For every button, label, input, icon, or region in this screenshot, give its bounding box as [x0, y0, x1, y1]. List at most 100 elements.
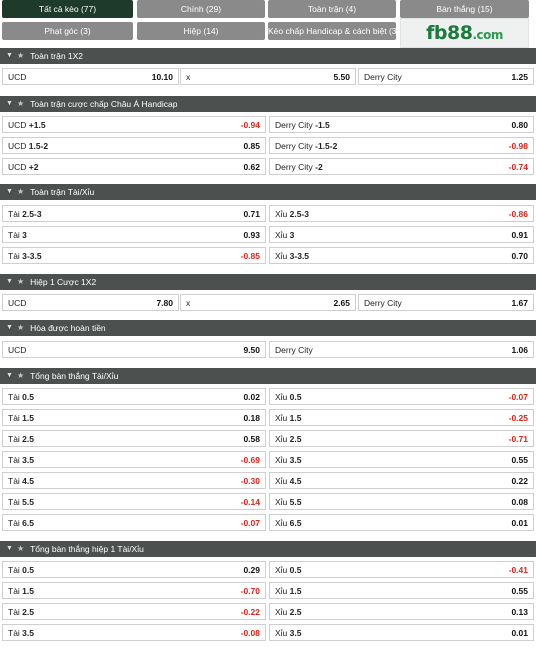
odds-cell[interactable]: Xỉu 3.5 0.55 — [269, 451, 534, 468]
odds-cell[interactable]: Xỉu 0.5 -0.41 — [269, 561, 534, 578]
odds-cell[interactable]: UCD +1.5 -0.94 — [2, 116, 266, 133]
odds-cell[interactable]: Tài 3.5 -0.69 — [2, 451, 266, 468]
odds-cell[interactable]: Xỉu 5.5 0.08 — [269, 493, 534, 510]
handicap-line: 3.5 — [287, 627, 302, 638]
odds-cell[interactable]: Tài 0.5 0.29 — [2, 561, 266, 578]
selection-label: Xỉu 3.5 — [275, 454, 302, 465]
star-icon[interactable]: ★ — [16, 51, 25, 60]
odds-value: 0.22 — [511, 475, 528, 486]
selection-label: Derry City -1.5 — [275, 119, 330, 130]
odds-cell[interactable]: Derry City -1.5 0.80 — [269, 116, 534, 133]
odds-value: -0.14 — [240, 496, 260, 507]
odds-cell[interactable]: Tài 6.5 -0.07 — [2, 514, 266, 531]
section-header[interactable]: ▼ ★ Tổng bàn thắng hiệp 1 Tài/Xỉu — [0, 541, 536, 557]
odds-row: Tài 4.5 -0.30 Xỉu 4.5 0.22 — [0, 472, 536, 489]
odds-cell[interactable]: Tài 1.5 -0.70 — [2, 582, 266, 599]
odds-cell[interactable]: x 5.50 — [180, 68, 356, 85]
odds-cell[interactable]: Tài 2.5-3 0.71 — [2, 205, 266, 222]
odds-cell[interactable]: Tài 2.5 0.58 — [2, 430, 266, 447]
selection-label: x — [186, 71, 191, 82]
selection-label: UCD — [8, 71, 27, 82]
section-header[interactable]: ▼ ★ Tổng bàn thắng Tài/Xỉu — [0, 368, 536, 384]
star-icon[interactable]: ★ — [16, 187, 25, 196]
star-icon[interactable]: ★ — [16, 99, 25, 108]
handicap-line: -1.5 — [312, 119, 330, 130]
odds-cell[interactable]: Tài 4.5 -0.30 — [2, 472, 266, 489]
odds-cell[interactable]: UCD +2 0.62 — [2, 158, 266, 175]
odds-cell[interactable]: Tài 3-3.5 -0.85 — [2, 247, 266, 264]
caret-down-icon[interactable]: ▼ — [6, 100, 13, 107]
tab-halves[interactable]: Hiệp (14) — [137, 22, 265, 40]
odds-cell[interactable]: Xỉu 3 0.91 — [269, 226, 534, 243]
section-header[interactable]: ▼ ★ Hiệp 1 Cược 1X2 — [0, 274, 536, 290]
caret-down-icon[interactable]: ▼ — [6, 324, 13, 331]
tab-corners[interactable]: Phạt góc (3) — [2, 22, 133, 40]
odds-cell[interactable]: Tài 3 0.93 — [2, 226, 266, 243]
star-icon[interactable]: ★ — [16, 544, 25, 553]
tab-goals[interactable]: Bàn thắng (15) — [400, 0, 529, 18]
odds-cell[interactable]: Xỉu 6.5 0.01 — [269, 514, 534, 531]
odds-cell[interactable]: Xỉu 1.5 -0.25 — [269, 409, 534, 426]
odds-row: Tài 5.5 -0.14 Xỉu 5.5 0.08 — [0, 493, 536, 510]
odds-cell[interactable]: Xỉu 1.5 0.55 — [269, 582, 534, 599]
odds-cell[interactable]: x 2.65 — [180, 294, 356, 311]
odds-value: 0.62 — [243, 161, 260, 172]
tab-handicap[interactable]: Kèo chấp Handicap & cách biệt (3) — [268, 22, 396, 40]
tab-all-markets[interactable]: Tất cả kèo (77) — [2, 0, 133, 18]
caret-down-icon[interactable]: ▼ — [6, 545, 13, 552]
odds-cell[interactable]: Derry City -1.5-2 -0.98 — [269, 137, 534, 154]
selection-label: UCD +2 — [8, 161, 39, 172]
section-header[interactable]: ▼ ★ Toàn trận cược chấp Châu Á Handicap — [0, 96, 536, 112]
star-icon[interactable]: ★ — [16, 371, 25, 380]
odds-cell[interactable]: UCD 1.5-2 0.85 — [2, 137, 266, 154]
odds-cell[interactable]: Derry City 1.67 — [358, 294, 534, 311]
odds-cell[interactable]: Tài 5.5 -0.14 — [2, 493, 266, 510]
star-icon[interactable]: ★ — [16, 277, 25, 286]
odds-cell[interactable]: Tài 0.5 0.02 — [2, 388, 266, 405]
caret-down-icon[interactable]: ▼ — [6, 52, 13, 59]
odds-cell[interactable]: Tài 1.5 0.18 — [2, 409, 266, 426]
section-title: Toàn trận Tài/Xỉu — [30, 187, 95, 197]
odds-cell[interactable]: Tài 3.5 -0.08 — [2, 624, 266, 641]
odds-cell[interactable]: Derry City -2 -0.74 — [269, 158, 534, 175]
odds-cell[interactable]: Derry City 1.06 — [269, 341, 534, 358]
odds-value: -0.85 — [240, 250, 260, 261]
star-icon[interactable]: ★ — [16, 323, 25, 332]
odds-cell[interactable]: Xỉu 4.5 0.22 — [269, 472, 534, 489]
caret-down-icon[interactable]: ▼ — [6, 372, 13, 379]
odds-cell[interactable]: Derry City 1.25 — [358, 68, 534, 85]
selection-label: Xỉu 0.5 — [275, 391, 302, 402]
section-header[interactable]: ▼ ★ Hòa được hoàn tiền — [0, 320, 536, 336]
selection-label: Tài 3 — [8, 229, 27, 240]
odds-cell[interactable]: UCD 9.50 — [2, 341, 266, 358]
odds-row: UCD +1.5 -0.94 Derry City -1.5 0.80 — [0, 116, 536, 133]
odds-cell[interactable]: Xỉu 3.5 0.01 — [269, 624, 534, 641]
odds-cell[interactable]: Tài 2.5 -0.22 — [2, 603, 266, 620]
section-title: Hiệp 1 Cược 1X2 — [30, 277, 97, 287]
tab-main[interactable]: Chính (29) — [137, 0, 265, 18]
caret-down-icon[interactable]: ▼ — [6, 278, 13, 285]
odds-cell[interactable]: UCD 7.80 — [2, 294, 179, 311]
odds-cell[interactable]: Xỉu 2.5 -0.71 — [269, 430, 534, 447]
odds-row: Tài 1.5 0.18 Xỉu 1.5 -0.25 — [0, 409, 536, 426]
selection-label: Tài 2.5 — [8, 606, 34, 617]
odds-cell[interactable]: Xỉu 3-3.5 0.70 — [269, 247, 534, 264]
handicap-line: 0.5 — [19, 391, 34, 402]
handicap-line: 0.5 — [287, 564, 302, 575]
odds-value: 10.10 — [151, 71, 173, 82]
tab-full-time[interactable]: Toàn trận (4) — [268, 0, 396, 18]
section-header[interactable]: ▼ ★ Toàn trận 1X2 — [0, 48, 536, 64]
odds-cell[interactable]: Xỉu 2.5-3 -0.86 — [269, 205, 534, 222]
odds-cell[interactable]: Xỉu 0.5 -0.07 — [269, 388, 534, 405]
handicap-line: 1.5 — [19, 585, 34, 596]
handicap-line: 0.5 — [287, 391, 302, 402]
section-header[interactable]: ▼ ★ Toàn trận Tài/Xỉu — [0, 184, 536, 200]
selection-label: Derry City — [364, 297, 402, 308]
odds-value: -0.86 — [508, 208, 528, 219]
caret-down-icon[interactable]: ▼ — [6, 188, 13, 195]
selection-label: UCD +1.5 — [8, 119, 46, 130]
handicap-line: +1.5 — [26, 119, 46, 130]
odds-cell[interactable]: Xỉu 2.5 0.13 — [269, 603, 534, 620]
odds-cell[interactable]: UCD 10.10 — [2, 68, 179, 85]
odds-row: Tài 2.5 -0.22 Xỉu 2.5 0.13 — [0, 603, 536, 620]
